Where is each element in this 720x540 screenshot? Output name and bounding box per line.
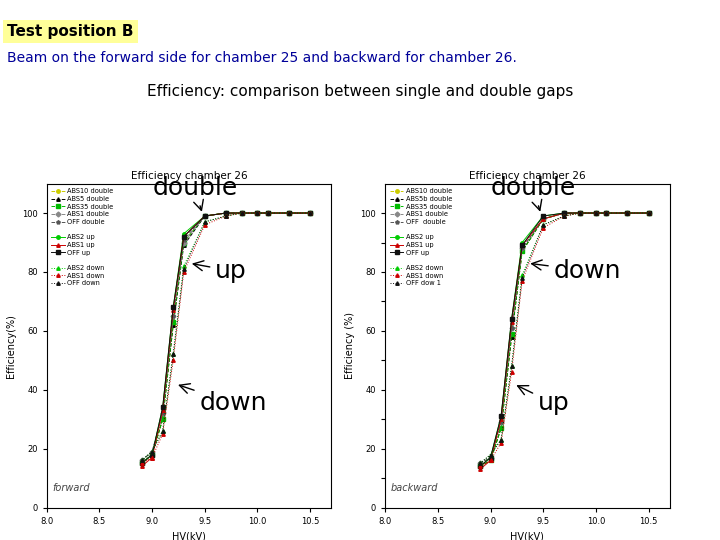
- X-axis label: HV(kV): HV(kV): [172, 531, 206, 540]
- Text: backward: backward: [390, 483, 438, 493]
- Text: up: up: [518, 386, 570, 415]
- Y-axis label: Efficiency (%): Efficiency (%): [345, 312, 355, 379]
- Text: Efficiency: comparison between single and double gaps: Efficiency: comparison between single an…: [147, 84, 573, 99]
- Y-axis label: Efficiency(%): Efficiency(%): [6, 314, 17, 377]
- Title: Efficiency chamber 26: Efficiency chamber 26: [131, 171, 247, 181]
- Text: down: down: [179, 384, 267, 415]
- Legend: ABS10 double, ABS5b double, ABS35 double, ABS1 double, OFF  double, , ABS2 up, A: ABS10 double, ABS5b double, ABS35 double…: [387, 186, 455, 289]
- Text: Test position B: Test position B: [7, 24, 134, 39]
- X-axis label: HV(kV): HV(kV): [510, 531, 544, 540]
- Text: double: double: [152, 177, 238, 211]
- Text: forward: forward: [52, 483, 90, 493]
- Text: down: down: [531, 259, 621, 283]
- Text: Beam on the forward side for chamber 25 and backward for chamber 26.: Beam on the forward side for chamber 25 …: [7, 51, 517, 65]
- Text: double: double: [490, 177, 576, 211]
- Title: Efficiency chamber 26: Efficiency chamber 26: [469, 171, 585, 181]
- Text: up: up: [193, 259, 247, 283]
- Legend: ABS10 double, ABS5 double, ABS35 double, ABS1 double, OFF double, , ABS2 up, ABS: ABS10 double, ABS5 double, ABS35 double,…: [49, 186, 117, 289]
